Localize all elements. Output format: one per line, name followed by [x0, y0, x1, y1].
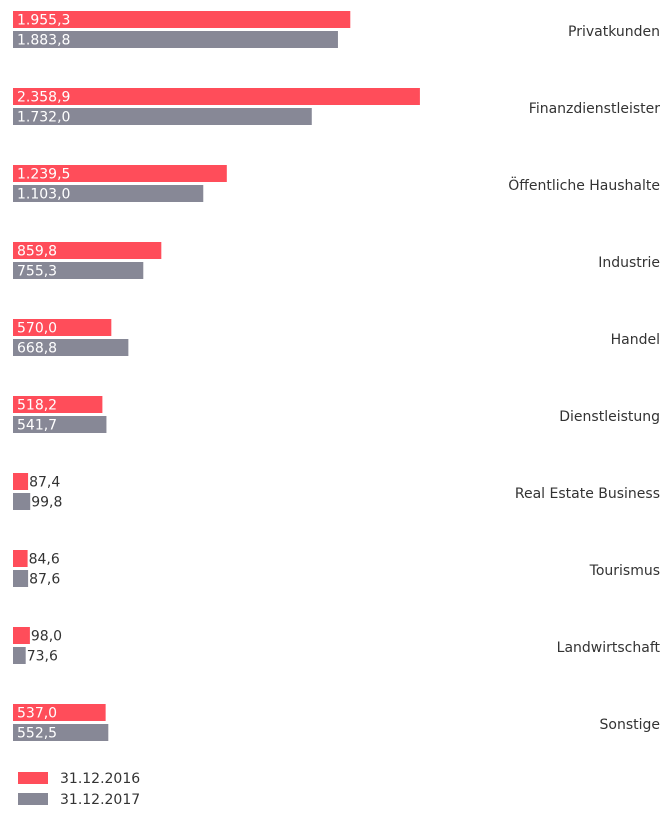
category-label: Dienstleistung — [559, 409, 660, 425]
value-label: 537,0 — [17, 706, 57, 722]
category-label: Industrie — [598, 255, 660, 271]
category-label: Tourismus — [589, 563, 660, 579]
value-label: 1.103,0 — [17, 187, 70, 203]
bar — [13, 339, 129, 356]
value-label: 541,7 — [17, 418, 57, 434]
value-label: 668,8 — [17, 341, 57, 357]
category-label: Privatkunden — [568, 24, 660, 40]
bar — [13, 493, 31, 510]
value-label: 859,8 — [17, 244, 57, 260]
value-label: 2.358,9 — [17, 90, 70, 106]
bar — [13, 319, 112, 336]
legend-swatch — [18, 793, 48, 805]
bar — [13, 550, 28, 567]
value-label: 99,8 — [31, 495, 62, 511]
value-label: 570,0 — [17, 321, 57, 337]
legend-swatch — [18, 772, 48, 784]
category-label: Landwirtschaft — [557, 640, 661, 656]
bar — [13, 242, 162, 259]
bar — [13, 704, 106, 721]
value-label: 1.883,8 — [17, 33, 70, 49]
category-label: Sonstige — [600, 717, 661, 733]
legend-label: 31.12.2016 — [60, 771, 140, 787]
bar — [13, 108, 312, 125]
value-label: 755,3 — [17, 264, 57, 280]
bar — [13, 31, 338, 48]
bar — [13, 570, 29, 587]
legend-label: 31.12.2017 — [60, 792, 140, 808]
bar — [13, 647, 26, 664]
bar — [13, 11, 351, 28]
category-label: Real Estate Business — [515, 486, 660, 502]
bar — [13, 88, 420, 105]
category-label: Finanzdienstleister — [529, 101, 660, 117]
value-label: 552,5 — [17, 726, 57, 742]
bar — [13, 724, 109, 741]
value-label: 73,6 — [27, 649, 58, 665]
bar — [13, 416, 107, 433]
bar — [13, 396, 103, 413]
value-label: 518,2 — [17, 398, 57, 414]
bar — [13, 473, 29, 490]
bar — [13, 165, 227, 182]
category-label: Öffentliche Haushalte — [508, 176, 660, 194]
value-label: 84,6 — [29, 552, 60, 568]
value-label: 1.955,3 — [17, 13, 70, 29]
bar — [13, 627, 30, 644]
value-label: 1.239,5 — [17, 167, 70, 183]
value-label: 87,6 — [29, 572, 60, 588]
bar — [13, 185, 204, 202]
bar — [13, 262, 144, 279]
value-label: 87,4 — [29, 475, 60, 491]
value-label: 1.732,0 — [17, 110, 70, 126]
category-label: Handel — [611, 332, 660, 348]
value-label: 98,0 — [31, 629, 62, 645]
